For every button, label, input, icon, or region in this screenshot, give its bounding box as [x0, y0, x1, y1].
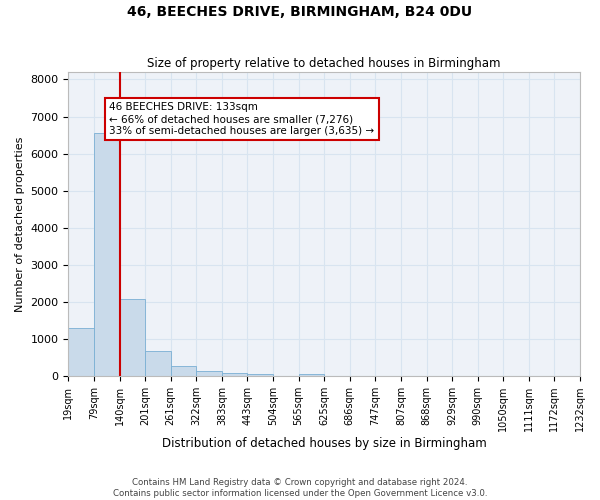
Bar — [196, 371, 222, 376]
Bar — [299, 374, 324, 376]
Bar — [222, 373, 247, 376]
Bar — [68, 328, 94, 376]
Bar — [119, 299, 145, 376]
Text: 46 BEECHES DRIVE: 133sqm
← 66% of detached houses are smaller (7,276)
33% of sem: 46 BEECHES DRIVE: 133sqm ← 66% of detach… — [109, 102, 374, 136]
Y-axis label: Number of detached properties: Number of detached properties — [15, 136, 25, 312]
Bar — [145, 351, 171, 376]
Bar — [171, 366, 196, 376]
Bar — [94, 134, 119, 376]
X-axis label: Distribution of detached houses by size in Birmingham: Distribution of detached houses by size … — [162, 437, 487, 450]
Bar — [247, 374, 273, 376]
Title: Size of property relative to detached houses in Birmingham: Size of property relative to detached ho… — [148, 56, 501, 70]
Text: 46, BEECHES DRIVE, BIRMINGHAM, B24 0DU: 46, BEECHES DRIVE, BIRMINGHAM, B24 0DU — [127, 5, 473, 19]
Text: Contains HM Land Registry data © Crown copyright and database right 2024.
Contai: Contains HM Land Registry data © Crown c… — [113, 478, 487, 498]
